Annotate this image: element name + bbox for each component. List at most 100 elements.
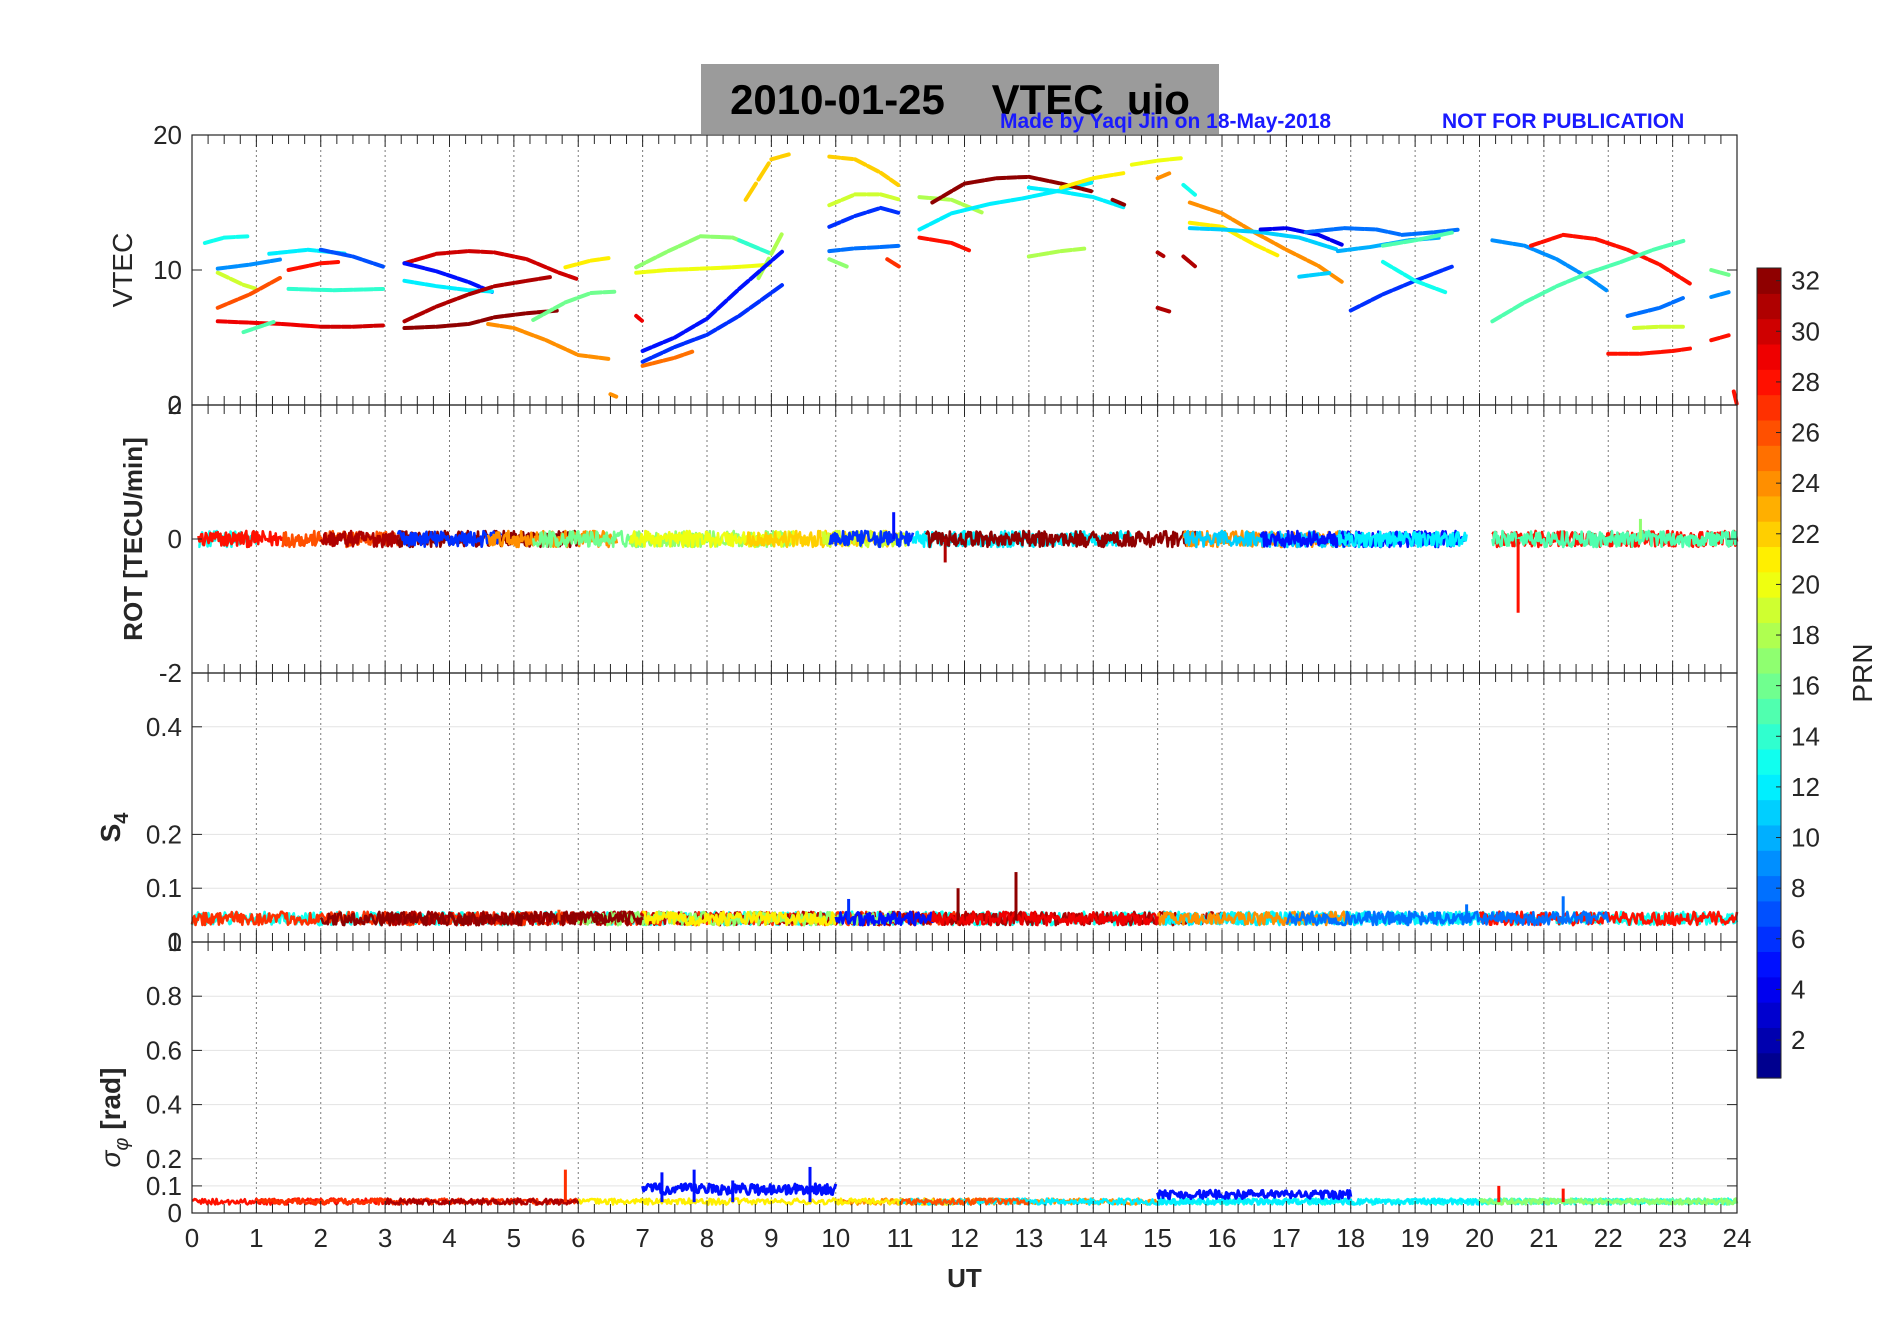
vtec-series-prn-12 [1080, 193, 1094, 199]
vtec-series-prn-28 [1614, 244, 1628, 252]
vtec-series-prn-31 [1155, 305, 1165, 312]
vtec-series-prn-9 [1490, 238, 1503, 244]
x-tick-label: 18 [1336, 1223, 1365, 1253]
vtec-series-prn-11 [1277, 232, 1290, 238]
x-tick-label: 6 [571, 1223, 585, 1253]
vtec-series-prn-32 [1026, 174, 1040, 181]
vtec-series-prn-6 [694, 333, 707, 341]
vtec-series-prn-6 [1391, 284, 1405, 292]
vtec-series-prn-12 [1059, 189, 1072, 196]
x-tick-label: 2 [314, 1223, 328, 1253]
vtec-series-prn-24 [511, 326, 525, 334]
x-tick-label: 4 [442, 1223, 456, 1253]
vtec-series-prn-13 [212, 236, 225, 243]
vtec-series-prn-21 [1265, 248, 1280, 258]
vtec-series-prn-21 [1209, 223, 1222, 229]
y-tick-label: 0.6 [146, 1035, 182, 1065]
rot-series-prn-6 [396, 529, 503, 549]
rot-series-prn-16 [531, 529, 644, 549]
vtec-series-prn-10 [1346, 246, 1360, 252]
vtec-series-prn-25 [662, 356, 675, 363]
vtec-series-prn-28 [1659, 349, 1673, 354]
vtec-series-prn-18 [949, 197, 963, 206]
vtec-series-prn-6 [1370, 293, 1383, 302]
vtec-series-prn-17 [666, 245, 679, 254]
vtec-series-prn-30 [492, 250, 506, 257]
vtec-series-prn-8 [1313, 228, 1326, 234]
sigma-elevated-prn-5 [641, 1182, 838, 1197]
colorbar-swatch [1757, 900, 1781, 927]
vtec-series-prn-22 [853, 157, 868, 167]
vtec-series-prn-8 [1387, 230, 1402, 237]
vtec-series-prn-20 [1142, 159, 1158, 165]
vtec-series-prn-25 [672, 353, 685, 360]
vtec-series-prn-32 [1037, 177, 1051, 183]
vtec-series-prn-21 [563, 262, 578, 270]
vtec-series-prn-24 [1295, 253, 1308, 262]
vtec-series-prn-11 [1316, 241, 1329, 249]
vtec-series-prn-22 [840, 155, 855, 162]
vtec-series-prn-8 [840, 246, 855, 252]
vtec-series-prn-15 [1629, 252, 1643, 260]
vtec-series-prn-29 [289, 322, 302, 328]
vtec-series-prn-15 [1651, 245, 1664, 252]
vtec-series-prn-22 [865, 164, 881, 174]
vtec-series-prn-28 [1625, 247, 1639, 256]
colorbar-frame [1756, 267, 1782, 1079]
vtec-series-prn-24 [1155, 174, 1165, 181]
colorbar-swatch [1757, 850, 1781, 877]
vtec-series-prn-32 [456, 322, 469, 327]
vtec-series-prn-15 [1402, 238, 1415, 245]
vtec-series-prn-20 [1155, 157, 1170, 163]
vtec-series-prn-9 [1709, 292, 1721, 299]
vtec-series-prn-6 [1359, 298, 1373, 308]
x-tick-label: 12 [950, 1223, 979, 1253]
vtec-series-prn-15 [262, 320, 276, 327]
vtec-series-prn-6 [726, 315, 740, 325]
vtec-series-prn-31 [445, 297, 458, 305]
vtec-series-prn-6 [715, 321, 729, 331]
x-tick-label: 9 [764, 1223, 778, 1253]
vtec-series-prn-18 [1026, 253, 1040, 259]
vtec-series-prn-30 [556, 270, 569, 278]
vtec-series-prn-21 [1091, 174, 1104, 181]
vtec-series-prn-12 [1037, 187, 1051, 193]
vtec-series-prn-7 [350, 254, 364, 262]
y-tick-label: 0.2 [146, 819, 182, 849]
vtec-series-prn-18 [769, 232, 784, 256]
vtec-series-prn-8 [888, 243, 901, 249]
vtec-series-prn-17 [655, 250, 669, 259]
vtec-series-prn-31 [413, 310, 426, 319]
vtec-series-prn-15 [1490, 314, 1503, 324]
vtec-series-prn-27 [885, 257, 895, 265]
vtec-series-prn-6 [1380, 288, 1394, 297]
vtec-series-prn-24 [1262, 236, 1276, 245]
vtec-series-prn-31 [1181, 254, 1191, 263]
vtec-series-prn-12 [949, 209, 962, 216]
vtec-series-prn-32 [1110, 197, 1120, 204]
s4-series-prn-5 [834, 910, 934, 927]
vtec-series-prn-15 [1501, 307, 1514, 317]
vtec-series-prn-26 [237, 293, 250, 301]
vtec-series-prn-6 [705, 327, 718, 337]
vtec-series-prn-11 [1306, 238, 1319, 246]
vtec-series-prn-17 [634, 260, 647, 270]
vtec-series-prn-24 [544, 338, 557, 347]
vtec-series-prn-8 [1657, 301, 1673, 310]
vtec-series-prn-31 [423, 305, 437, 314]
vtec-series-prn-6 [865, 206, 881, 214]
vtec-series-prn-15 [1608, 260, 1621, 268]
vtec-series-prn-26 [247, 287, 261, 297]
y-tick-label: 0.1 [146, 1171, 182, 1201]
vtec-series-prn-9 [258, 259, 272, 265]
vtec-series-prn-32 [492, 314, 506, 320]
colorbar-tick-label: 16 [1791, 671, 1820, 701]
vtec-series-prn-28 [1647, 257, 1660, 266]
vtec-series-prn-28 [949, 241, 962, 249]
vtec-series-prn-11 [1229, 228, 1242, 233]
vtec-series-prn-31 [479, 285, 494, 293]
colorbar-tick-label: 28 [1791, 367, 1820, 397]
vtec-series-prn-15 [1554, 280, 1568, 289]
vtec-series-prn-21 [1198, 222, 1212, 228]
vtec-series-prn-28 [308, 261, 321, 268]
